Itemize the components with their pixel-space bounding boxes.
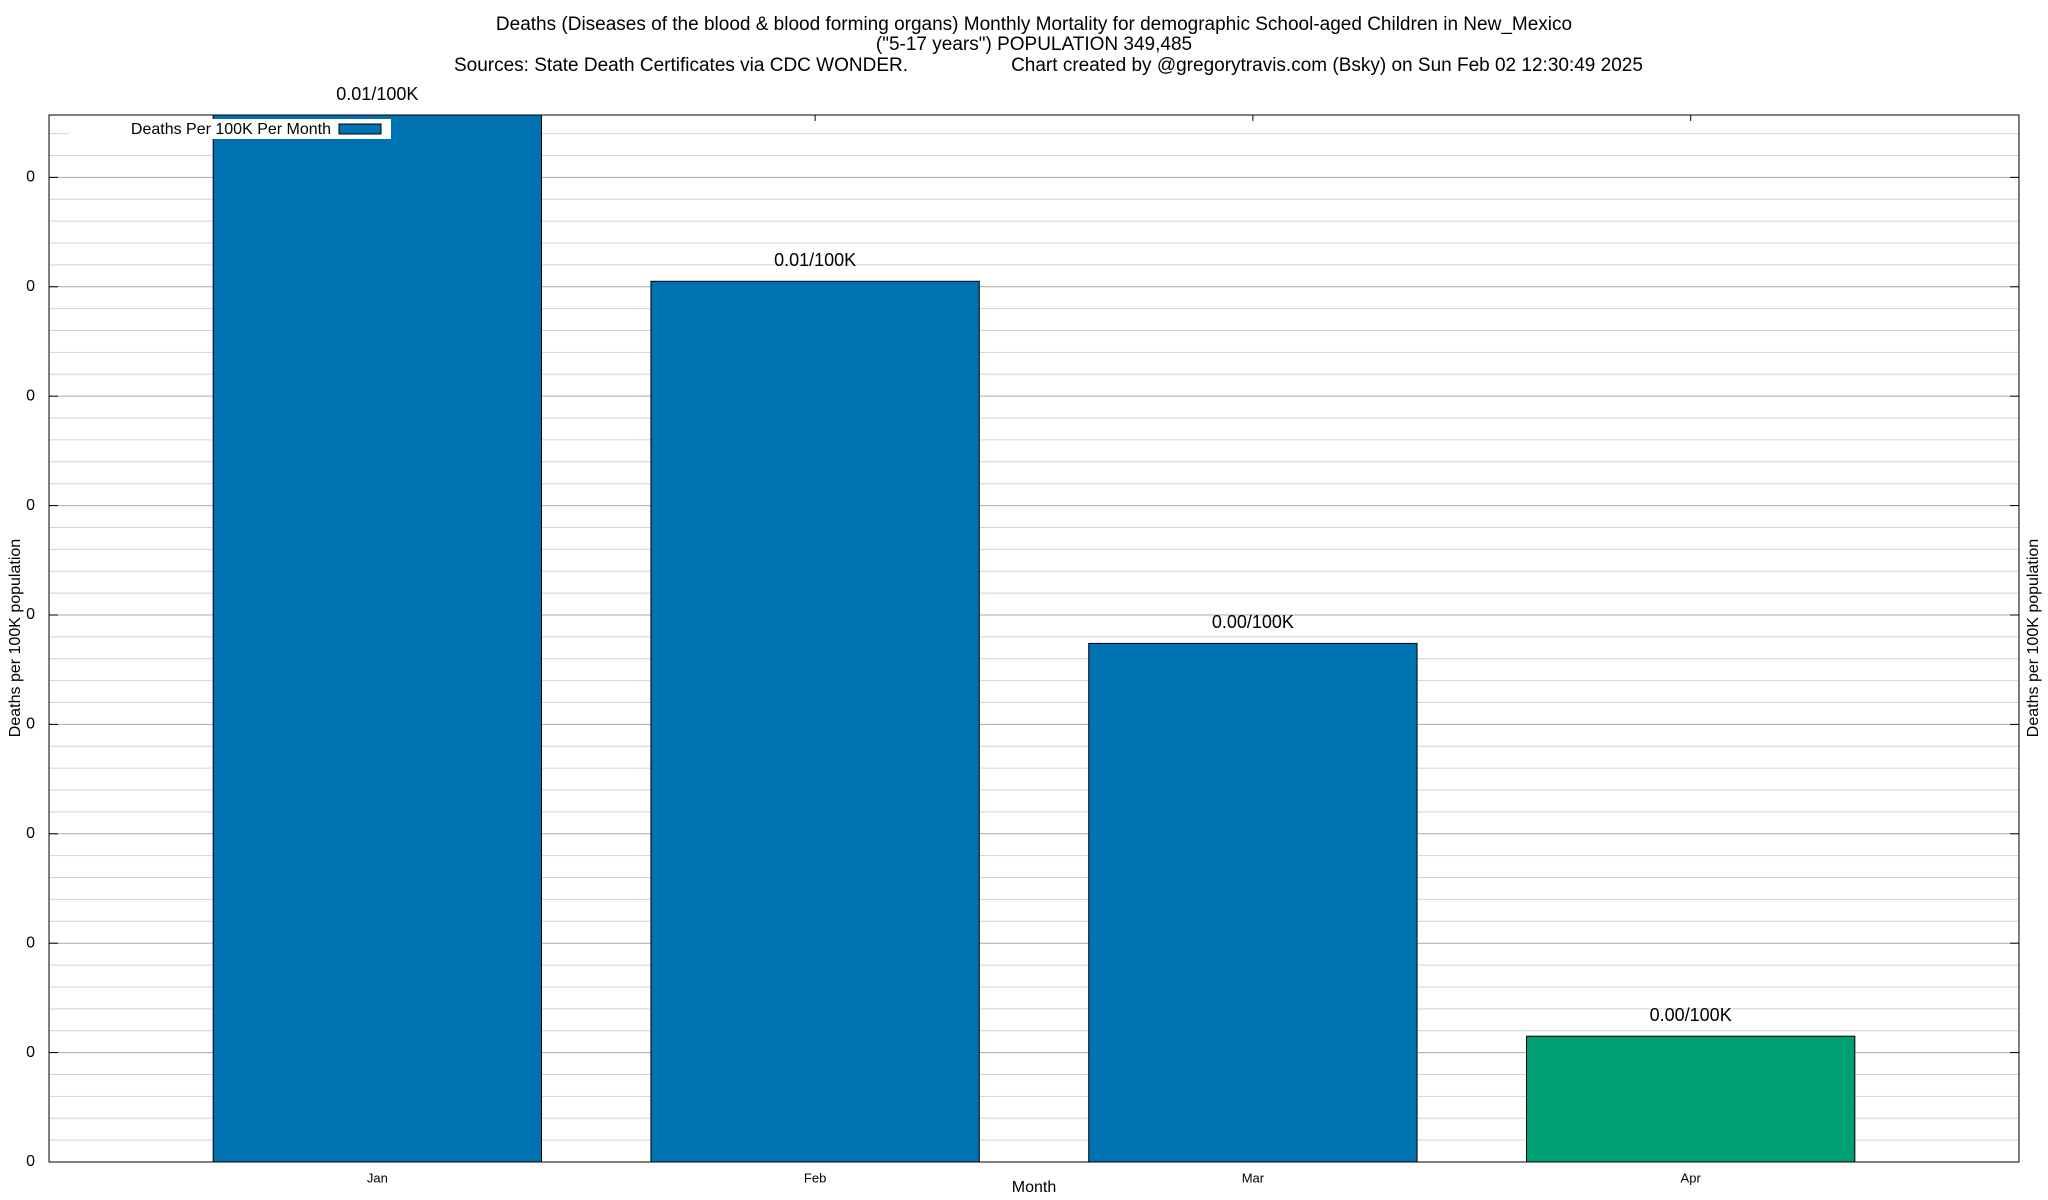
y-tick-label: 0 [26,825,35,842]
data-label: 0.01/100K [336,84,418,104]
y2-axis-label: Deaths per 100K population [2025,539,2042,737]
x-tick-label: Feb [804,1170,826,1185]
y-tick-label: 0 [26,278,35,295]
y-tick-label: 0 [26,1044,35,1061]
y-tick-label: 0 [26,934,35,951]
x-tick-label: Mar [1242,1170,1265,1185]
y-axis-label: Deaths per 100K population [7,539,24,737]
legend-swatch [338,123,382,135]
y-tick-label: 0 [26,497,35,514]
chart-subtitle: ("5-17 years") POPULATION 349,485 [876,34,1192,55]
bar [212,114,543,1163]
data-label: 0.00/100K [1212,612,1294,632]
y-tick-label: 0 [26,606,35,623]
chart-source: Sources: State Death Certificates via CD… [454,55,908,76]
bar [1526,1035,1856,1163]
legend-label: Deaths Per 100K Per Month [131,121,331,138]
chart-title: Deaths (Diseases of the blood & blood fo… [496,14,1572,35]
bar [1088,642,1418,1163]
x-axis-label: Month [1012,1179,1056,1196]
data-label: 0.00/100K [1650,1005,1732,1025]
y-tick-label: 0 [26,1153,35,1170]
y-tick-label: 0 [26,716,35,733]
plot-frame [48,114,2020,1163]
legend-box [69,119,391,139]
x-tick-label: Jan [367,1170,388,1185]
y-tick-label: 0 [26,387,35,404]
bar [650,280,980,1163]
y-tick-label: 0 [26,169,35,186]
data-label: 0.01/100K [774,250,856,270]
x-tick-label: Apr [1681,1170,1702,1185]
chart-credit: Chart created by @gregorytravis.com (Bsk… [1011,55,1643,76]
